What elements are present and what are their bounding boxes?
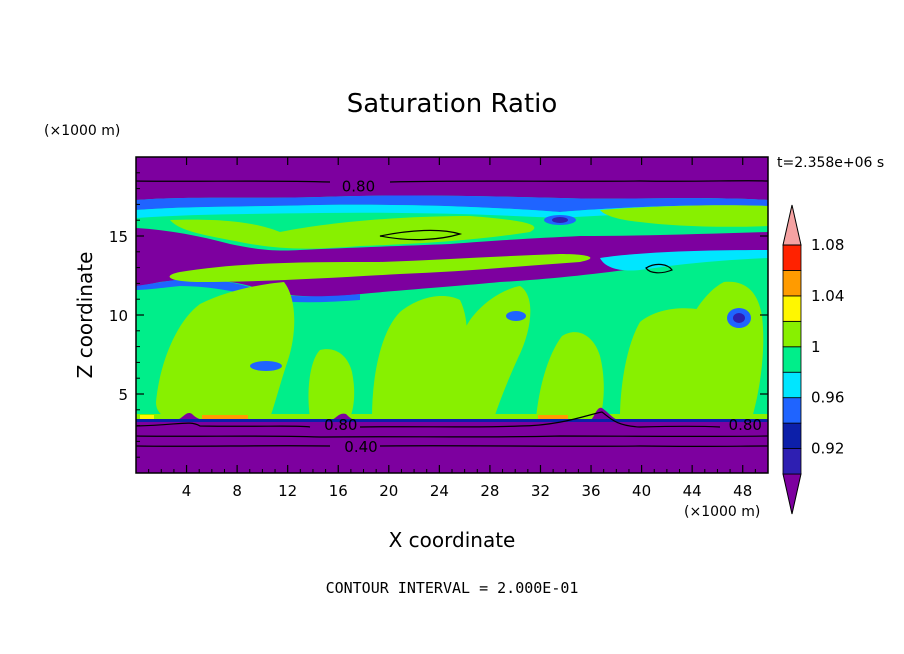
colorbar-label: 1.08 <box>811 236 844 254</box>
x-axis: 4 8 12 16 20 24 28 32 36 40 44 48 <box>148 157 756 500</box>
chart-title: Saturation Ratio <box>347 89 558 119</box>
contour-line-lower-080 <box>135 411 721 428</box>
x-tick-label: 8 <box>232 482 242 500</box>
cloud-tower-3 <box>372 296 467 418</box>
colorbar-swatch <box>782 320 802 348</box>
cloud-tower-1 <box>156 282 295 418</box>
contour-labels: 0.80 0.80 0.80 0.40 <box>324 177 762 456</box>
time-label: t=2.358e+06 s <box>777 155 884 171</box>
dry-pocket-mid <box>506 311 526 321</box>
upper-blue-fringe <box>136 195 768 212</box>
x-tick-label: 20 <box>379 482 398 500</box>
contour-label: 0.80 <box>324 416 357 434</box>
surface-saturation-1 <box>202 415 248 419</box>
colorbar: 0.92 0.96 1 1.04 1.08 <box>782 204 844 515</box>
x-axis-title: X coordinate <box>389 528 516 552</box>
saturation-field <box>136 157 768 473</box>
colorbar-label: 1.04 <box>811 287 844 305</box>
lower-blue-line <box>136 419 768 422</box>
colorbar-label: 0.92 <box>811 440 844 458</box>
x-tick-label: 36 <box>581 482 600 500</box>
contour-line-upper-080 <box>135 180 769 183</box>
y-tick-label: 15 <box>109 228 128 246</box>
colorbar-label: 0.96 <box>811 389 844 407</box>
colorbar-extend-low <box>782 473 802 515</box>
y-tick-label: 5 <box>118 386 128 404</box>
colorbar-swatch <box>782 397 802 424</box>
colorbar-swatch <box>782 270 802 297</box>
footer-note: CONTOUR INTERVAL = 2.000E-01 <box>326 579 579 597</box>
contour-line-east-closed <box>645 263 673 274</box>
y-unit-label: (×1000 m) <box>44 123 120 139</box>
x-tick-label: 48 <box>733 482 752 500</box>
contour-line-upper-closed <box>379 229 463 241</box>
contour-label: 0.40 <box>344 438 377 456</box>
contour-label: 0.80 <box>729 416 762 434</box>
x-tick-label: 44 <box>683 482 702 500</box>
mid-cyan-edge <box>600 250 768 271</box>
contour-lines <box>135 180 769 448</box>
dry-pocket-west <box>250 361 282 371</box>
colorbar-label: 1 <box>811 338 821 356</box>
x-tick-label: 12 <box>278 482 297 500</box>
upper-moist-band <box>170 216 535 249</box>
surface-moist-strip <box>136 414 768 420</box>
x-tick-label: 32 <box>531 482 550 500</box>
colorbar-swatch <box>782 422 802 449</box>
cloud-tower-2 <box>308 349 355 418</box>
y-tick-label: 10 <box>109 307 128 325</box>
x-tick-label: 4 <box>182 482 192 500</box>
colorbar-swatch <box>782 244 802 271</box>
y-axis: 5 10 15 <box>109 172 768 458</box>
contour-label: 0.80 <box>342 177 375 195</box>
x-tick-label: 24 <box>430 482 449 500</box>
colorbar-swatch <box>782 371 802 399</box>
colorbar-swatch <box>782 448 802 475</box>
colorbar-swatch <box>782 346 802 373</box>
dry-pocket-east-core <box>733 313 745 323</box>
x-unit-label: (×1000 m) <box>684 504 760 520</box>
dry-pocket-upper-core <box>552 217 568 223</box>
colorbar-extend-high <box>782 204 802 246</box>
upper-moist-band-east <box>600 205 768 227</box>
y-axis-title: Z coordinate <box>73 252 97 379</box>
surface-saturation-2 <box>538 415 568 419</box>
upper-dry-layer <box>136 157 768 200</box>
x-tick-label: 40 <box>632 482 651 500</box>
x-tick-label: 16 <box>329 482 348 500</box>
contour-line-lower-060 <box>135 435 769 438</box>
contour-line-lower-040 <box>135 445 769 448</box>
lower-dry-layer <box>136 407 768 473</box>
surface-saturation-3 <box>140 415 154 419</box>
mid-moist-streak <box>169 254 591 282</box>
cloud-tower-5 <box>536 332 604 418</box>
x-tick-label: 28 <box>480 482 499 500</box>
colorbar-swatch <box>782 295 802 322</box>
